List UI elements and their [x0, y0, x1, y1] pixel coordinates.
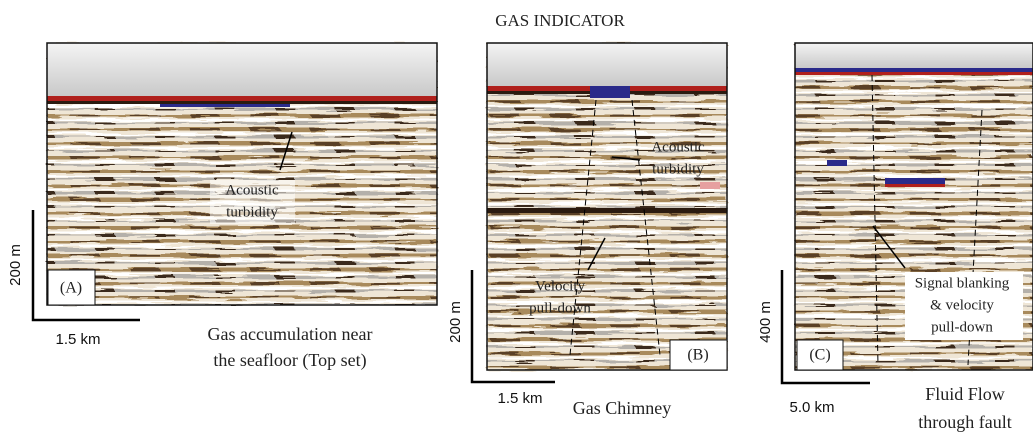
water-column: [47, 43, 437, 96]
horizontal-scale: 5.0 km: [789, 399, 834, 416]
vertical-scale: 200 m: [447, 301, 464, 343]
annotation: Velocity: [535, 278, 585, 294]
panel-c: Signal blanking & velocity pull-down (C)…: [757, 43, 1033, 432]
seafloor-reflector: [795, 68, 1033, 72]
reflector: [487, 208, 727, 213]
annotation: & velocity: [930, 297, 994, 313]
annotation: Acoustic: [651, 139, 705, 155]
panel-label: (A): [60, 280, 82, 297]
vertical-scale: 400 m: [757, 301, 774, 343]
horizontal-scale: 1.5 km: [55, 331, 100, 348]
water-column: [487, 43, 727, 86]
annotation: turbidity: [226, 204, 278, 220]
caption: through fault: [918, 412, 1011, 432]
caption: the seafloor (Top set): [213, 350, 366, 371]
reflector: [827, 160, 847, 166]
caption: Gas Chimney: [573, 398, 672, 418]
annotation: pull-down: [931, 319, 993, 335]
reflector: [885, 184, 945, 187]
caption: Fluid Flow: [925, 384, 1005, 404]
caption: Gas accumulation near: [208, 324, 373, 344]
annotation: turbidity: [652, 161, 704, 177]
reflector: [700, 182, 720, 189]
horizontal-scale: 1.5 km: [497, 390, 542, 407]
panel-b: Acoustic turbidity Velocity pull-down (B…: [447, 43, 727, 418]
figure-title: GAS INDICATOR: [495, 11, 625, 30]
page: {"title": "GAS INDICATOR", "panels": [ {…: [0, 0, 1033, 435]
panel-label: (C): [809, 347, 830, 364]
annotation: Acoustic: [225, 182, 279, 198]
gas-reflector: [590, 86, 630, 98]
figure: GAS INDICATOR Acoustic turbidity (A) 200…: [0, 0, 1033, 435]
seafloor-reflector: [47, 101, 437, 104]
vertical-scale: 200 m: [7, 244, 24, 286]
seafloor-reflector: [47, 96, 437, 101]
water-column: [795, 43, 1033, 68]
annotation: Signal blanking: [915, 275, 1010, 291]
seafloor-reflector: [795, 72, 1033, 75]
reflector: [885, 178, 945, 184]
panel-a: Acoustic turbidity (A) 200 m 1.5 km Gas …: [7, 43, 437, 371]
panel-label: (B): [687, 347, 708, 364]
annotation: pull-down: [529, 300, 591, 316]
